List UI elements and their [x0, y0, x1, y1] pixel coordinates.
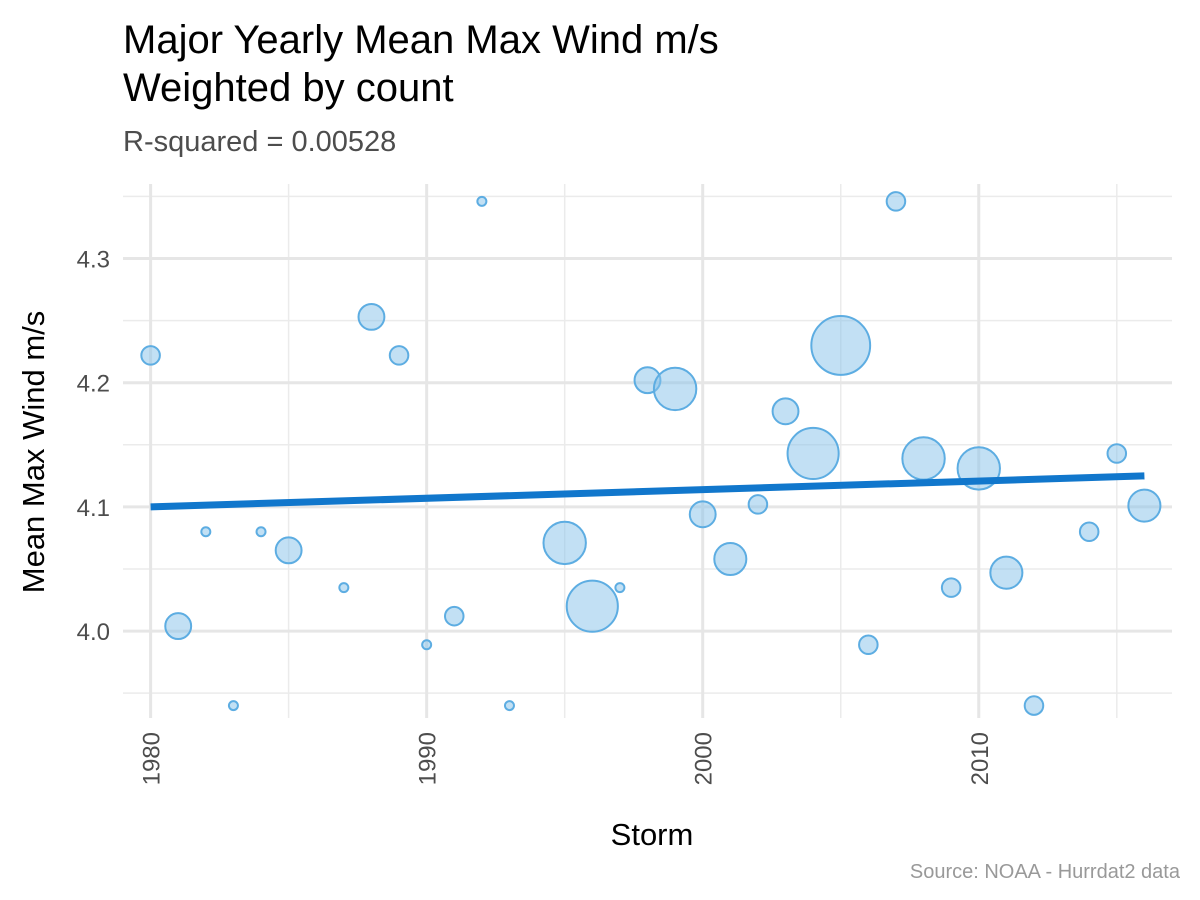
data-point [140, 345, 161, 366]
y-tick-labels: 4.0 4.1 4.2 4.3 [77, 247, 110, 647]
data-point [164, 612, 193, 641]
data-point [388, 345, 410, 366]
chart-subtitle: R-squared = 0.00528 [123, 126, 397, 158]
chart-title-line2: Weighted by count [123, 66, 454, 110]
data-point [940, 577, 962, 598]
trend-line [150, 472, 1145, 511]
trend-line-group [150, 472, 1145, 511]
data-point [503, 700, 515, 712]
chart-title-line1: Major Yearly Mean Max Wind m/s [123, 18, 719, 62]
y-tick-label: 4.2 [77, 371, 110, 398]
grid-lines [123, 184, 1172, 718]
y-axis-title: Mean Max Wind m/s [16, 311, 51, 594]
data-point [885, 191, 907, 212]
data-points [140, 191, 1162, 716]
data-point [652, 366, 698, 412]
data-point [810, 315, 872, 376]
data-point [338, 582, 350, 594]
data-point [688, 500, 717, 529]
data-point [1127, 488, 1162, 523]
data-point [476, 195, 488, 207]
data-point [542, 520, 587, 566]
data-point [565, 579, 619, 633]
data-point [614, 582, 626, 594]
x-tick-labels: 1980 1990 2000 2010 [139, 732, 994, 785]
x-tick-label: 2000 [691, 732, 718, 785]
y-tick-label: 4.0 [77, 619, 110, 646]
data-point [421, 639, 433, 651]
data-point [901, 436, 946, 481]
data-point [1106, 443, 1128, 464]
source-caption: Source: NOAA - Hurrdat2 data [909, 861, 1180, 883]
data-point [858, 634, 879, 656]
data-point [200, 526, 212, 538]
x-axis-title: Storm [611, 817, 694, 852]
data-point [713, 542, 748, 577]
data-point [786, 426, 840, 481]
x-tick-label: 1980 [139, 732, 166, 785]
data-point [274, 536, 303, 565]
data-point [771, 397, 800, 426]
data-point [1078, 521, 1100, 542]
x-tick-label: 1990 [415, 732, 442, 785]
data-point [1023, 695, 1045, 716]
data-point [989, 555, 1024, 590]
chart-title: Major Yearly Mean Max Wind m/s Weighted … [123, 16, 719, 112]
x-tick-label: 2010 [967, 732, 994, 785]
data-point [747, 494, 769, 515]
data-point [255, 526, 267, 538]
y-tick-label: 4.1 [77, 495, 110, 522]
data-point [357, 302, 386, 331]
y-tick-label: 4.3 [77, 247, 110, 274]
data-point [443, 605, 465, 627]
data-point [227, 700, 239, 712]
